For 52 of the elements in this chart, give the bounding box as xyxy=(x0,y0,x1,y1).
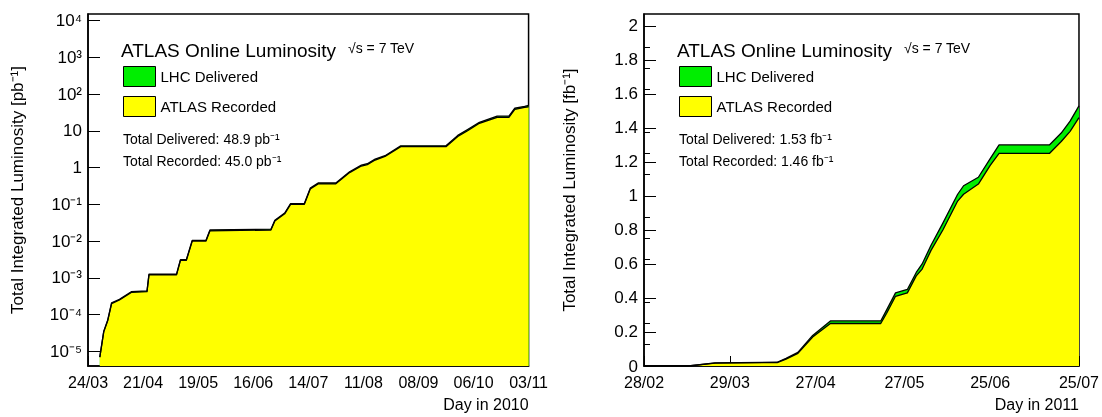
y-tick-label: 1.4 xyxy=(614,118,638,138)
x-tick-label: 08/09 xyxy=(398,373,439,391)
x-tick-label: 03/11 xyxy=(509,373,549,391)
x-tick-label: 19/05 xyxy=(178,373,219,391)
y-tick-label: 0.8 xyxy=(614,220,638,240)
x-tick-label: 24/03 xyxy=(67,373,109,391)
y-tick-label: 1.8 xyxy=(614,50,638,70)
x-tick-label: 29/03 xyxy=(709,373,750,391)
annotation: Total Recorded: 1.46 fb⁻¹ xyxy=(679,153,834,169)
x-axis-title: Day in 2010 xyxy=(443,395,529,413)
x-tick-label: 14/07 xyxy=(288,373,329,391)
y-tick-label: 10⁻⁴ xyxy=(49,305,82,325)
y-tick-label: 0.2 xyxy=(614,322,638,342)
y-axis-title: Total Integrated Luminosity [pb⁻¹] xyxy=(8,66,27,314)
x-tick-label: 25/07 xyxy=(1058,373,1100,391)
x-tick-label: 06/10 xyxy=(453,373,494,391)
annotation: √s = 7 TeV xyxy=(348,40,415,56)
y-tick-label: 10⁻¹ xyxy=(51,194,83,214)
y-tick-label: 1.2 xyxy=(614,152,638,172)
y-tick-label: 10 xyxy=(63,121,82,141)
y-tick-label: 10⁻³ xyxy=(51,268,83,288)
text: ATLAS Online Luminosity xyxy=(677,40,893,61)
annotation: √s = 7 TeV xyxy=(904,40,971,56)
x-tick-label: 27/05 xyxy=(884,373,925,391)
legend-label: LHC Delivered xyxy=(160,68,259,85)
x-tick-label: 27/04 xyxy=(795,373,836,391)
x-tick-label: 21/04 xyxy=(123,373,164,391)
y-tick-label: 10² xyxy=(57,84,83,104)
legend-label: ATLAS Recorded xyxy=(716,98,833,115)
annotation: Total Recorded: 45.0 pb⁻¹ xyxy=(123,153,282,169)
legend-label: ATLAS Recorded xyxy=(160,98,277,115)
y-tick-label: 10⁻⁵ xyxy=(50,341,82,361)
y-axis-title: Total Integrated Luminosity [fb⁻¹] xyxy=(560,68,579,312)
x-tick-label: 11/08 xyxy=(343,373,383,391)
annotation: Total Delivered: 1.53 fb⁻¹ xyxy=(679,131,833,147)
y-tick-label: 2 xyxy=(628,16,638,36)
y-tick-label: 1 xyxy=(628,186,638,206)
x-axis-title: Day in 2011 xyxy=(994,395,1080,413)
y-tick-label: 0 xyxy=(628,356,638,376)
y-tick-label: 0.6 xyxy=(614,254,638,274)
legend-label: LHC Delivered xyxy=(716,68,815,85)
annotation: Total Delivered: 48.9 pb⁻¹ xyxy=(123,131,281,147)
text: ATLAS Online Luminosity xyxy=(121,40,337,61)
y-tick-label: 1 xyxy=(72,158,82,178)
x-tick-label: 28/02 xyxy=(623,373,665,391)
y-tick-label: 10⁴ xyxy=(55,10,82,30)
y-tick-label: 10⁻² xyxy=(51,231,83,251)
y-tick-label: 0.4 xyxy=(614,288,638,308)
y-tick-label: 10³ xyxy=(57,47,83,67)
x-tick-label: 25/06 xyxy=(970,373,1011,391)
x-tick-label: 16/06 xyxy=(233,373,274,391)
y-tick-label: 1.6 xyxy=(614,84,638,104)
